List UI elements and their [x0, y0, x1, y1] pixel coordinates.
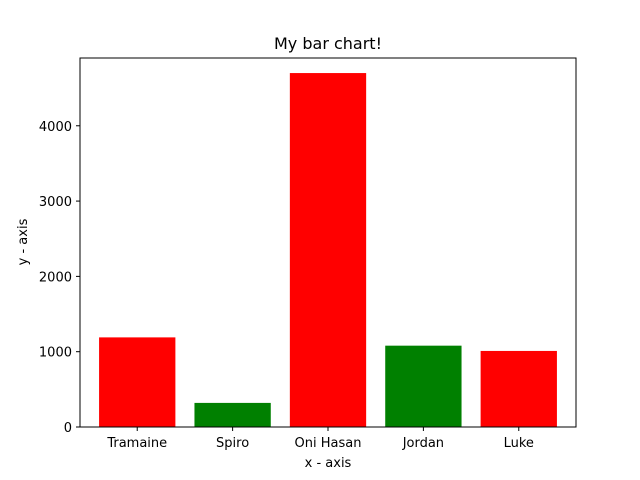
x-axis-label: x - axis [305, 456, 352, 471]
x-tick-label: Tramaine [106, 436, 167, 451]
y-tick-label: 1000 [39, 346, 72, 361]
bar-luke [480, 350, 557, 427]
y-tick-label: 3000 [39, 195, 72, 210]
bar-oni-hasan [289, 73, 367, 428]
x-axis-ticks: Tramaine Spiro Oni Hasan Jordan Luke [106, 427, 534, 451]
chart-title: My bar chart! [274, 34, 382, 53]
bar-jordan [385, 345, 462, 427]
bar-spiro [194, 402, 271, 427]
x-tick-label: Luke [504, 436, 534, 451]
y-axis-ticks: 0 1000 2000 3000 4000 [39, 120, 80, 436]
x-tick-label: Jordan [402, 436, 444, 451]
bar-tramaine [99, 337, 176, 427]
y-axis-label: y - axis [16, 218, 31, 265]
y-tick-label: 2000 [39, 270, 72, 285]
bars-group [99, 73, 557, 428]
x-tick-label: Spiro [216, 436, 249, 451]
x-tick-label: Oni Hasan [295, 436, 362, 451]
y-tick-label: 4000 [39, 120, 72, 135]
y-tick-label: 0 [64, 421, 72, 436]
